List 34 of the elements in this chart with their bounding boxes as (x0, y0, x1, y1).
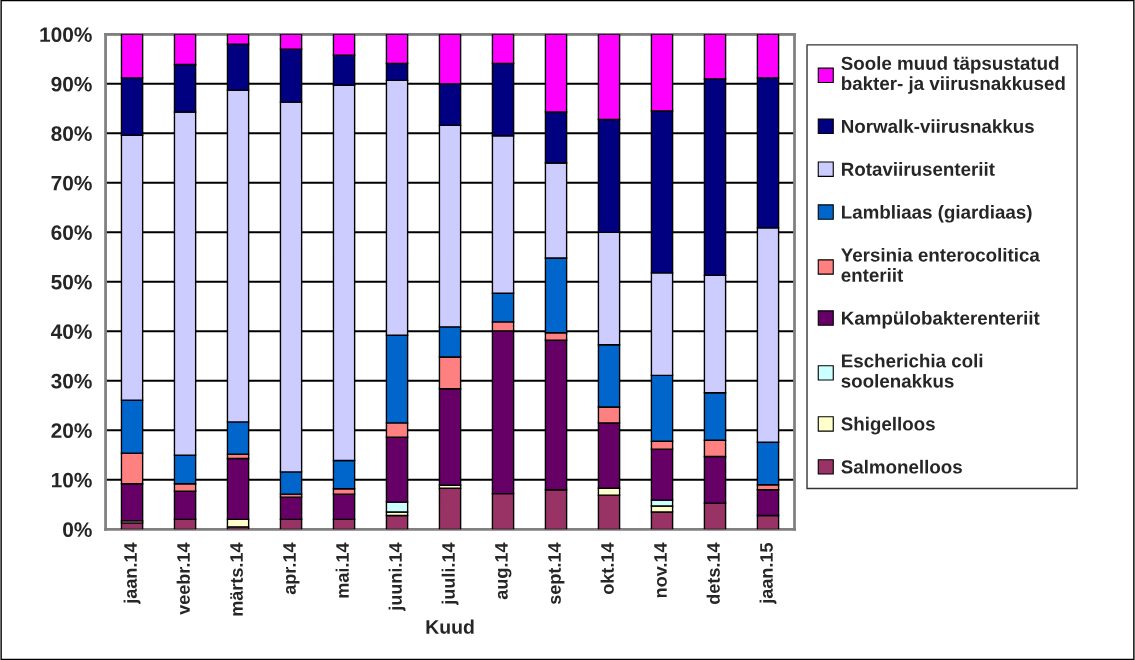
legend-label: Rotaviirusenteriit (842, 162, 995, 176)
x-tick-label: märts.14 (230, 542, 243, 616)
y-tick-label: 70% (51, 175, 92, 191)
x-tick-label: jaan.15 (759, 543, 777, 605)
x-tick-label: juuni.14 (388, 542, 406, 612)
x-tick-label: okt.14 (600, 542, 614, 594)
y-tick-label: 60% (51, 225, 92, 241)
x-tick-label: sept.14 (548, 542, 565, 605)
legend-label: Norwalk-viirusnakkus (842, 119, 1034, 133)
legend-label: Salmonelloos (841, 459, 962, 474)
x-tick-label: nov.14 (654, 542, 667, 598)
legend-label: Kampülobakterenteriit (842, 310, 1040, 329)
x-tick-label: dets.14 (706, 542, 720, 604)
y-tick-label: 30% (51, 373, 92, 389)
legend-label: Shigelloos (841, 416, 935, 435)
y-tick-label: 90% (51, 76, 92, 92)
y-tick-label: 40% (50, 324, 92, 340)
x-tick-label: apr.14 (283, 542, 300, 595)
x-tick-label: juuli.14 (441, 542, 459, 605)
x-tick-label: mai.14 (335, 542, 349, 598)
x-axis-title: Kuud (426, 619, 474, 634)
legend-label: Escherichia coli soolenakkus (841, 353, 983, 388)
legend-label: Yersinia enterocolitica enteriit (841, 247, 1040, 282)
y-tick-label: 20% (51, 423, 92, 439)
x-tick-label: jaan.14 (123, 542, 141, 605)
y-tick-label: 50% (51, 274, 92, 290)
y-tick-label: 80% (51, 126, 92, 142)
x-tick-label: aug.14 (495, 542, 512, 600)
x-tick-label: veebr.14 (176, 542, 190, 615)
y-tick-label: 0% (63, 522, 92, 538)
y-tick-label: 100% (40, 27, 92, 43)
legend-label: Soole muud täpsustatud bakter- ja viirusnakkused (841, 56, 1065, 94)
y-tick-label: 10% (51, 472, 92, 488)
legend-label: Lambliaas (giardiaas) (842, 205, 1032, 223)
